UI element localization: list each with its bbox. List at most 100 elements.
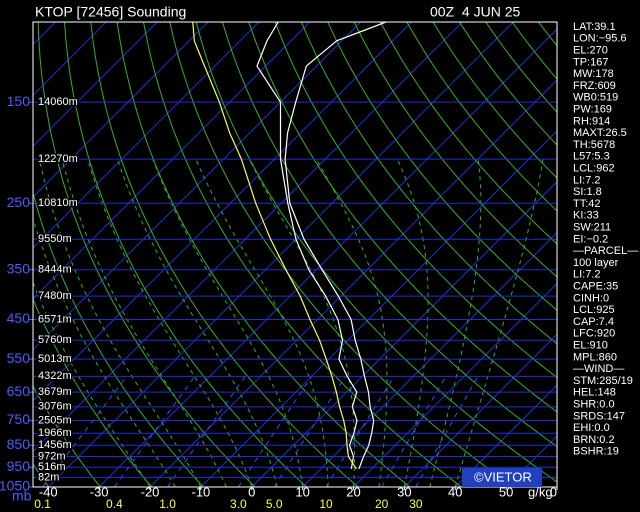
isotherm <box>149 79 557 487</box>
temperature-label: 30 <box>397 484 411 499</box>
height-label: 9550m <box>38 233 72 245</box>
isotherm <box>404 333 557 487</box>
dry-adiabat <box>169 22 514 487</box>
stat: BRN:0.2 <box>573 434 615 446</box>
stat: TH:5678 <box>573 139 615 151</box>
mixing-ratio-label: 30 <box>409 497 423 511</box>
isotherm <box>33 22 158 147</box>
moist-adiabat <box>454 159 544 487</box>
mixing-ratio-label: 20 <box>375 497 389 511</box>
stat: —WIND— <box>573 363 624 375</box>
labels: 0.1 0.4 1.0 3.0 5.0 10 20 30 14060m 12270m 10810m 9… <box>0 93 557 511</box>
credit: ©VIETOR <box>474 469 532 484</box>
pressure-label: 250 <box>7 194 31 210</box>
height-label: 2505m <box>38 414 72 426</box>
stat: CINH:0 <box>573 292 609 304</box>
isotherm <box>302 231 557 487</box>
moist-adiabat <box>117 158 278 487</box>
height-label: 12270m <box>38 153 78 165</box>
mixing-ratio-label: 3.0 <box>230 497 247 511</box>
isotherm <box>251 181 557 487</box>
dry-adiabat <box>353 22 557 278</box>
mixing-ratio-line <box>381 376 447 487</box>
temperature-label: -20 <box>141 484 160 499</box>
stat: KI:33 <box>573 210 599 222</box>
time: 00Z 4 JUN 25 <box>430 4 520 20</box>
dry-adiabat <box>64 22 307 487</box>
isotherm <box>33 22 260 249</box>
stat: SI:1.8 <box>573 186 602 198</box>
mixing-ratio-line <box>325 376 395 487</box>
dry-adiabat <box>248 22 557 413</box>
isotherm <box>47 22 514 487</box>
temperature-label: 0 <box>550 484 557 499</box>
stat: SHR:0.0 <box>573 399 615 411</box>
title: KTOP [72456] Sounding <box>35 4 186 20</box>
stat: LFC:920 <box>573 328 615 340</box>
stat: LCL:925 <box>573 304 615 316</box>
isobars <box>29 101 558 490</box>
stat: SRDS:147 <box>573 410 625 422</box>
mixing-ratio-unit: g/kg <box>528 484 553 499</box>
background-lines <box>33 22 557 487</box>
stat: WB0:519 <box>573 92 618 104</box>
height-label: 5013m <box>38 353 72 365</box>
stat: LI:7.2 <box>573 174 601 186</box>
temperature-label: -10 <box>191 484 210 499</box>
dry-adiabat <box>33 298 153 487</box>
stat: RH:914 <box>573 115 610 127</box>
dry-adiabat <box>33 191 204 487</box>
moist-adiabat <box>33 216 176 487</box>
credit-badge <box>462 468 542 487</box>
moist-adiabat <box>396 158 429 487</box>
moist-adiabat <box>33 281 151 487</box>
stat: TP:167 <box>573 56 608 68</box>
dry-adiabat <box>327 22 557 311</box>
dry-adiabat <box>379 22 557 245</box>
isotherm <box>33 22 463 453</box>
dry-adiabat <box>37 22 256 487</box>
profile-line <box>192 22 357 470</box>
dry-adiabat <box>274 22 557 379</box>
stat: MAXT:26.5 <box>573 127 627 139</box>
moist-adiabat <box>152 158 304 487</box>
temperature-label: 10 <box>295 484 309 499</box>
isotherm <box>454 384 557 487</box>
height-label: 14060m <box>38 96 78 108</box>
dry-adiabat <box>195 22 557 483</box>
mixing-ratio-label: 0.1 <box>34 497 51 511</box>
dry-adiabat <box>300 22 557 345</box>
pressure-label: 1050 <box>0 478 30 494</box>
dry-adiabat <box>143 22 462 487</box>
stat: TT:42 <box>573 198 601 210</box>
height-label: 972m <box>38 450 66 462</box>
temperature-label: 20 <box>346 484 360 499</box>
stat: BSHR:19 <box>573 446 619 458</box>
isotherm <box>33 22 361 351</box>
dry-adiabat <box>90 22 359 487</box>
pressure-label: 850 <box>7 436 31 452</box>
stat: LI:7.2 <box>573 269 601 281</box>
mixing-ratio-label: 10 <box>319 497 333 511</box>
height-label: 4322m <box>38 370 72 382</box>
moist-adiabat <box>61 158 227 487</box>
stat: SW:211 <box>573 222 611 234</box>
mixing-ratio-line <box>415 376 479 487</box>
stat: EHI:0.0 <box>573 422 610 434</box>
temperature-label: 50 <box>499 484 513 499</box>
stat: FRZ:609 <box>573 80 616 92</box>
stat: 100 layer <box>573 257 619 269</box>
plot-frame <box>32 21 558 488</box>
mixing-ratio-label: 5.0 <box>266 497 283 511</box>
mixing-ratio-label: 0.4 <box>106 497 123 511</box>
stat: MW:178 <box>573 68 614 80</box>
stat: LAT:39.1 <box>573 21 616 33</box>
stat: —PARCEL— <box>573 245 638 257</box>
height-label: 6571m <box>38 313 72 325</box>
stat: EL:270 <box>573 45 608 57</box>
temperature-label: -30 <box>90 484 109 499</box>
stat: L57:5.3 <box>573 151 610 163</box>
pressure-label: 150 <box>7 93 31 109</box>
stat: EL:910 <box>573 340 608 352</box>
